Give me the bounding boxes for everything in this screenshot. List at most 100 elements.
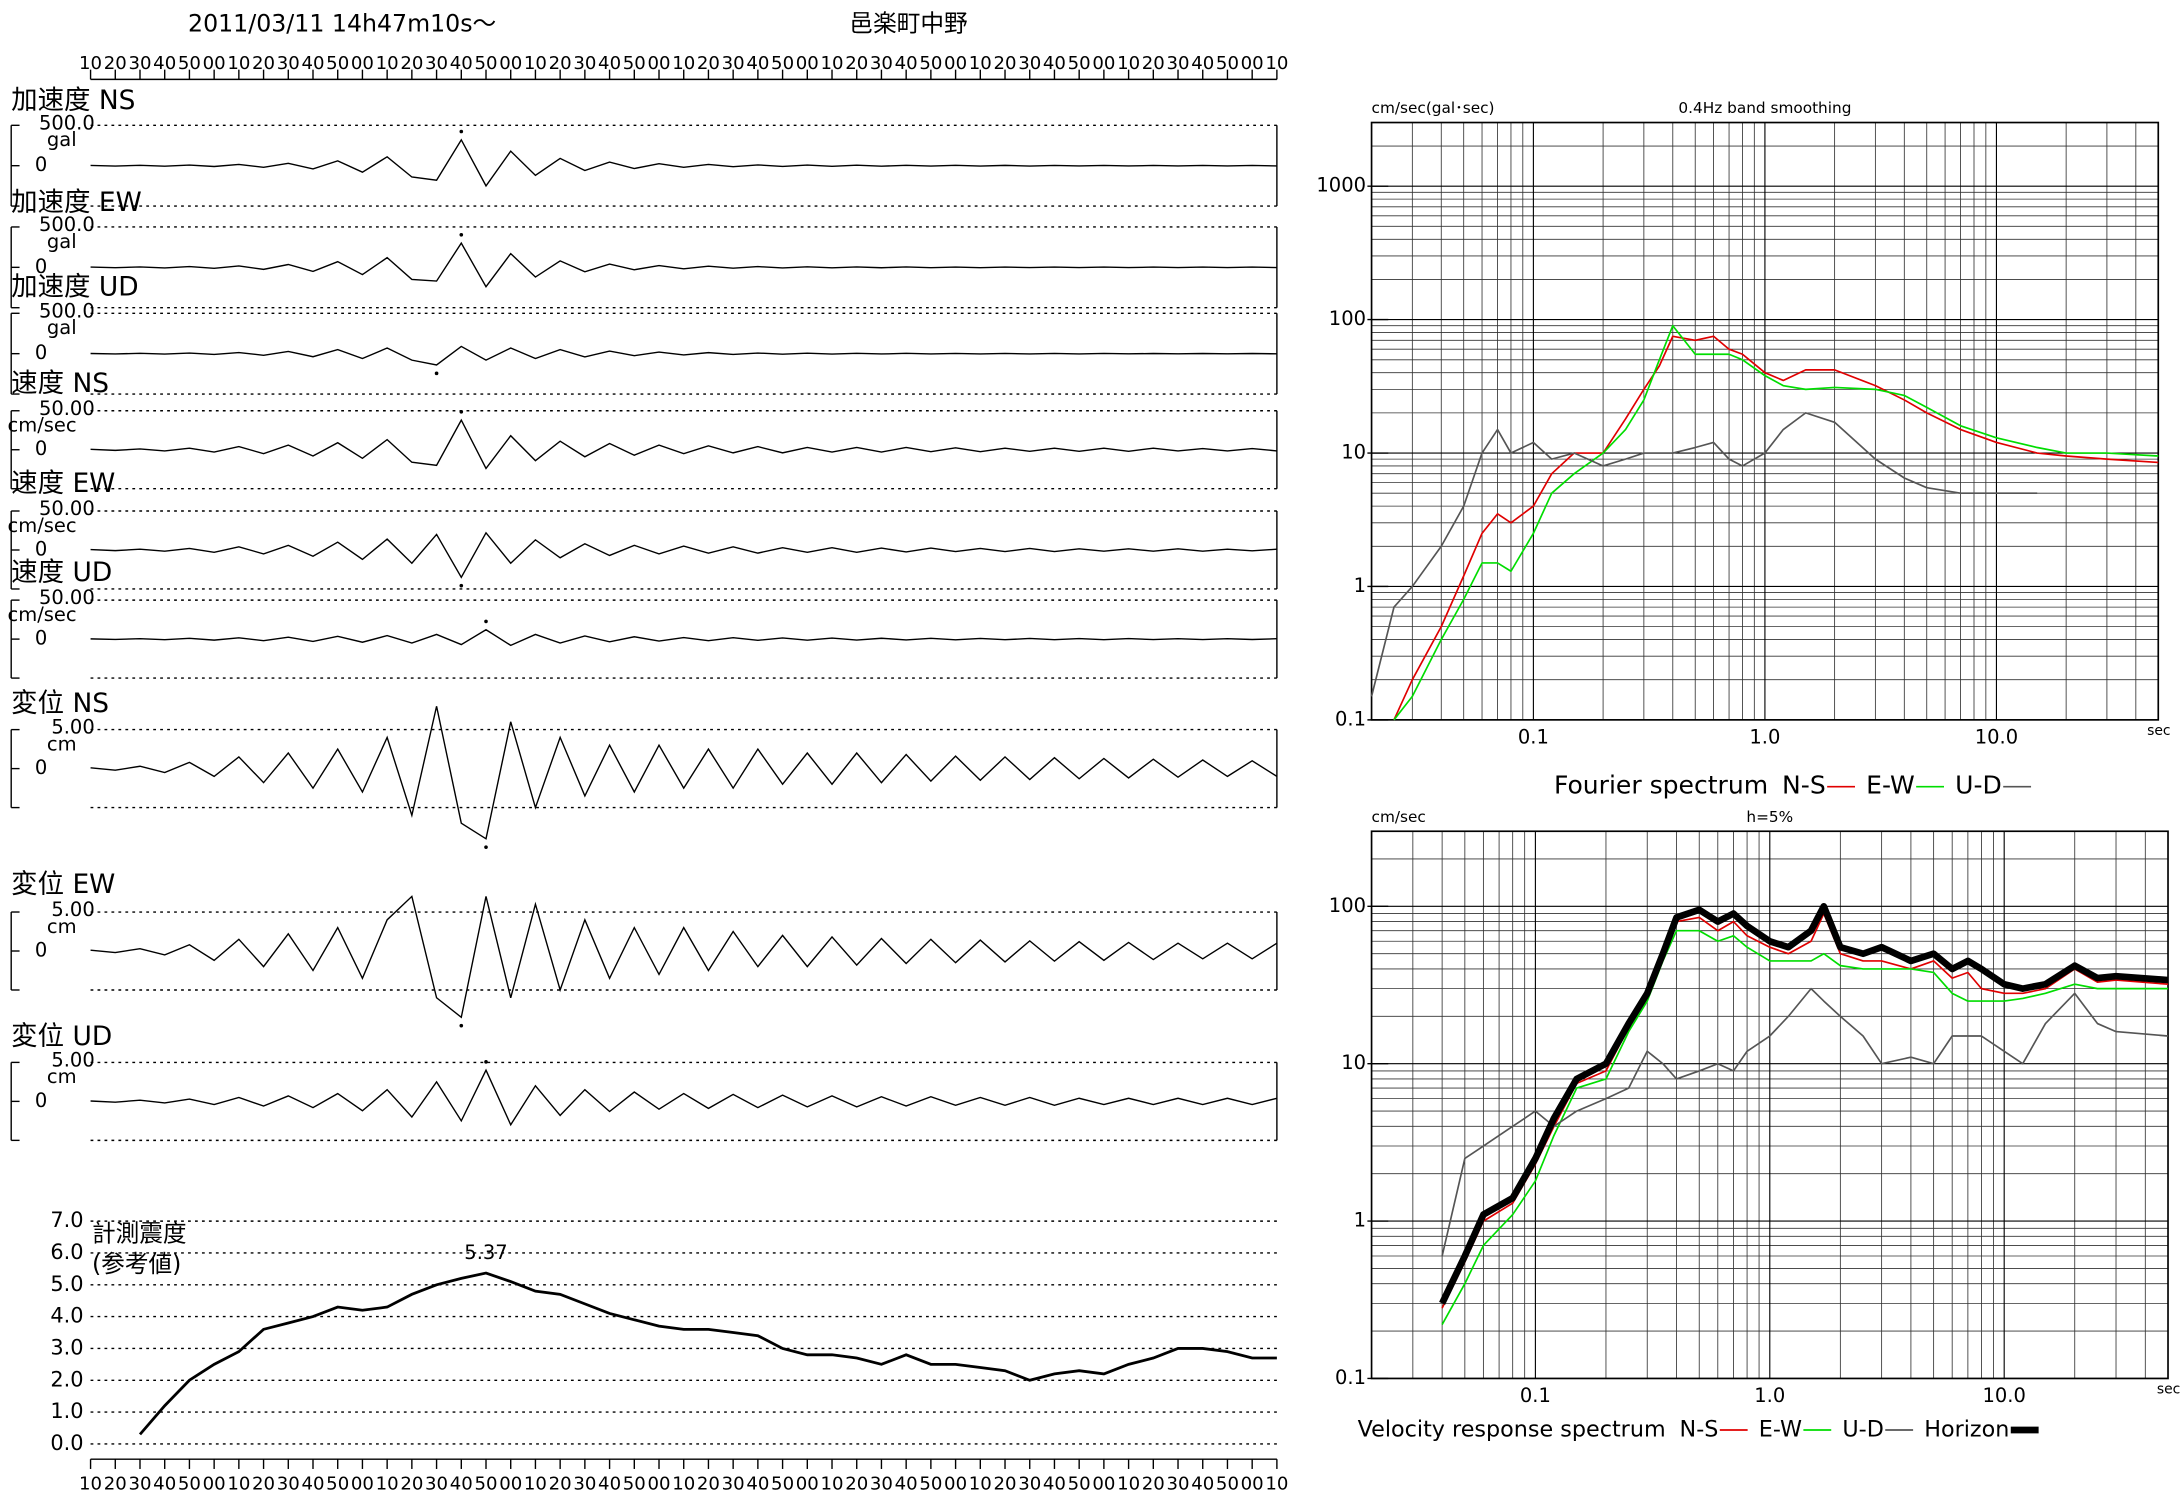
x-tick-label: 20 bbox=[104, 1473, 127, 1494]
trace-label: 加速度 EW bbox=[11, 187, 142, 218]
x-tick-label: 40 bbox=[1191, 53, 1214, 74]
x-tick-label: 50 bbox=[326, 1473, 349, 1494]
y-tick-label: 10 bbox=[1341, 1051, 1366, 1074]
zero-label: 0 bbox=[35, 153, 47, 176]
x-tick-label: 10.0 bbox=[1982, 1384, 2025, 1407]
x-tick-label: 50 bbox=[178, 53, 201, 74]
x-tick-label: 40 bbox=[153, 53, 176, 74]
zero-label: 0 bbox=[35, 939, 47, 962]
scale-label: 50.00 bbox=[39, 497, 95, 520]
spectrum-line bbox=[1441, 987, 2169, 1257]
x-tick-label: 50 bbox=[474, 1473, 497, 1494]
x-tick-label: 50 bbox=[178, 1473, 201, 1494]
x-tick-label: 20 bbox=[252, 1473, 275, 1494]
y-axis-label: cm/sec(gal･sec) bbox=[1372, 99, 1495, 117]
x-tick-label: 10 bbox=[524, 1473, 547, 1494]
x-tick-label: 50 bbox=[1216, 53, 1239, 74]
x-tick-label: 40 bbox=[301, 53, 324, 74]
legend-title: Velocity response spectrum bbox=[1358, 1416, 1666, 1442]
x-tick-label: 50 bbox=[623, 1473, 646, 1494]
intensity-line bbox=[138, 1271, 1277, 1436]
y-axis-label: cm/sec bbox=[1372, 808, 1426, 826]
x-tick-label: 30 bbox=[1167, 53, 1190, 74]
x-tick-label: 30 bbox=[573, 1473, 596, 1494]
legend-label: E-W bbox=[1759, 1416, 1802, 1442]
x-tick-label: 00 bbox=[647, 1473, 670, 1494]
x-tick-label: 10 bbox=[672, 1473, 695, 1494]
peak-marker bbox=[484, 845, 488, 849]
scale-label: 50.00 bbox=[39, 397, 95, 420]
zero-label: 0 bbox=[35, 627, 47, 650]
unit-label: cm/sec bbox=[8, 414, 77, 437]
x-tick-label: 00 bbox=[1092, 53, 1115, 74]
legend-title: Fourier spectrum bbox=[1554, 771, 1768, 800]
scale-label: 500.0 bbox=[39, 111, 95, 134]
x-tick-label: 10 bbox=[969, 1473, 992, 1494]
x-tick-label: 40 bbox=[450, 1473, 473, 1494]
x-tick-label: 10 bbox=[79, 53, 102, 74]
x-tick-label: 10 bbox=[969, 53, 992, 74]
x-tick-label: 20 bbox=[994, 1473, 1017, 1494]
trace-label: 加速度 UD bbox=[11, 272, 138, 303]
legend-label: E-W bbox=[1866, 771, 1915, 800]
x-tick-label: 30 bbox=[573, 53, 596, 74]
y-tick-label: 3.0 bbox=[50, 1335, 83, 1359]
x-tick-label: 10 bbox=[1265, 53, 1288, 74]
trace bbox=[90, 531, 1277, 579]
x-tick-label: 00 bbox=[203, 1473, 226, 1494]
x-tick-label: 0.1 bbox=[1518, 725, 1549, 748]
x-tick-label: 20 bbox=[104, 53, 127, 74]
x-tick-label: 00 bbox=[499, 1473, 522, 1494]
x-tick-label: 00 bbox=[1241, 1473, 1264, 1494]
unit-label: cm/sec bbox=[8, 603, 77, 626]
x-tick-label: 20 bbox=[549, 1473, 572, 1494]
x-tick-label: 50 bbox=[1068, 53, 1091, 74]
unit-label: cm bbox=[47, 1065, 77, 1088]
y-tick-label: 2.0 bbox=[50, 1367, 83, 1391]
peak-label: 5.37 bbox=[464, 1241, 507, 1264]
x-tick-label: 40 bbox=[1191, 1473, 1214, 1494]
x-tick-label: 00 bbox=[203, 53, 226, 74]
peak-marker bbox=[484, 1060, 488, 1064]
x-tick-label: 40 bbox=[895, 1473, 918, 1494]
x-tick-label: 40 bbox=[1043, 53, 1066, 74]
x-tick-label: 20 bbox=[1142, 1473, 1165, 1494]
zero-label: 0 bbox=[35, 341, 47, 364]
annotation: (参考値) bbox=[92, 1250, 181, 1278]
zero-label: 0 bbox=[35, 1089, 47, 1112]
zero-label: 0 bbox=[35, 437, 47, 460]
x-tick-label: 00 bbox=[944, 1473, 967, 1494]
trace bbox=[90, 706, 1278, 840]
x-tick-label: 10 bbox=[227, 53, 250, 74]
x-tick-label: 40 bbox=[1043, 1473, 1066, 1494]
x-tick-label: 50 bbox=[1068, 1473, 1091, 1494]
trace-label: 変位 EW bbox=[11, 869, 115, 900]
trace bbox=[90, 241, 1277, 288]
trace-label: 速度 EW bbox=[11, 468, 115, 499]
trace bbox=[90, 138, 1277, 188]
trace bbox=[90, 628, 1277, 647]
legend-label: Horizon bbox=[1924, 1416, 2009, 1442]
trace-label: 加速度 NS bbox=[11, 85, 135, 116]
x-tick-label: 00 bbox=[647, 53, 670, 74]
unit-label: gal bbox=[47, 128, 77, 151]
x-tick-label: 0.1 bbox=[1520, 1384, 1551, 1407]
x-tick-label: 30 bbox=[722, 53, 745, 74]
x-tick-label: 10 bbox=[376, 1473, 399, 1494]
x-tick-label: 20 bbox=[252, 53, 275, 74]
x-tick-label: 20 bbox=[1142, 53, 1165, 74]
x-tick-label: 10 bbox=[820, 1473, 843, 1494]
x-axis-label: sec bbox=[2147, 723, 2170, 739]
x-tick-label: 40 bbox=[746, 1473, 769, 1494]
legend-label: N-S bbox=[1680, 1416, 1719, 1442]
x-tick-label: 00 bbox=[499, 53, 522, 74]
x-tick-label: 20 bbox=[400, 1473, 423, 1494]
x-tick-label: 50 bbox=[623, 53, 646, 74]
plot-frame bbox=[1370, 121, 2160, 721]
x-tick-label: 10.0 bbox=[1975, 725, 2018, 748]
scale-label: 500.0 bbox=[39, 299, 95, 322]
station: 邑楽町中野 bbox=[849, 10, 967, 38]
x-tick-label: 20 bbox=[697, 53, 720, 74]
x-tick-label: 10 bbox=[227, 1473, 250, 1494]
